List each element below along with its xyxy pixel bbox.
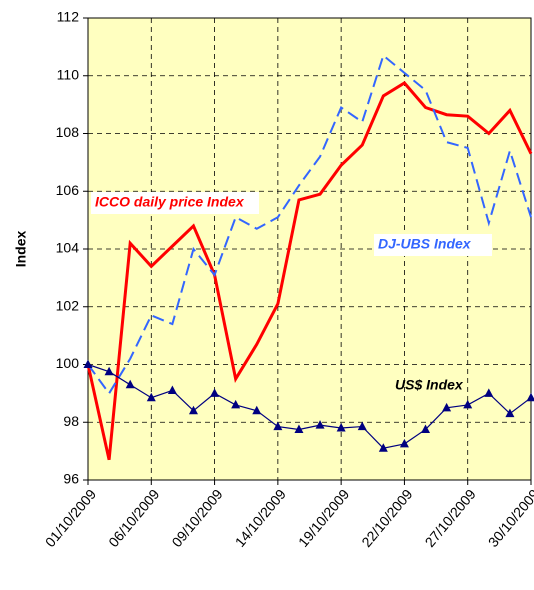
x-tick-label: 06/10/2009: [105, 486, 162, 550]
x-tick-label: 27/10/2009: [422, 486, 479, 550]
x-tick-label: 19/10/2009: [295, 486, 352, 550]
annotation: ICCO daily price Index: [95, 194, 245, 210]
y-tick-label: 98: [63, 413, 79, 429]
y-tick-label: 112: [57, 9, 80, 25]
y-tick-label: 100: [56, 355, 80, 371]
x-tick-label: 30/10/2009: [485, 486, 534, 550]
annotation: US$ Index: [395, 377, 464, 393]
x-tick-label: 01/10/2009: [42, 486, 99, 550]
annotation: DJ-UBS Index: [378, 236, 472, 252]
y-tick-label: 96: [63, 471, 79, 487]
y-tick-label: 104: [56, 240, 80, 256]
y-axis-label: Index: [13, 231, 29, 268]
y-tick-label: 102: [56, 297, 80, 313]
x-tick-label: 14/10/2009: [232, 486, 289, 550]
y-tick-label: 110: [57, 66, 80, 82]
x-tick-label: 09/10/2009: [168, 486, 225, 550]
y-tick-label: 106: [56, 182, 80, 198]
y-tick-label: 108: [56, 124, 80, 140]
x-tick-label: 22/10/2009: [358, 486, 415, 550]
